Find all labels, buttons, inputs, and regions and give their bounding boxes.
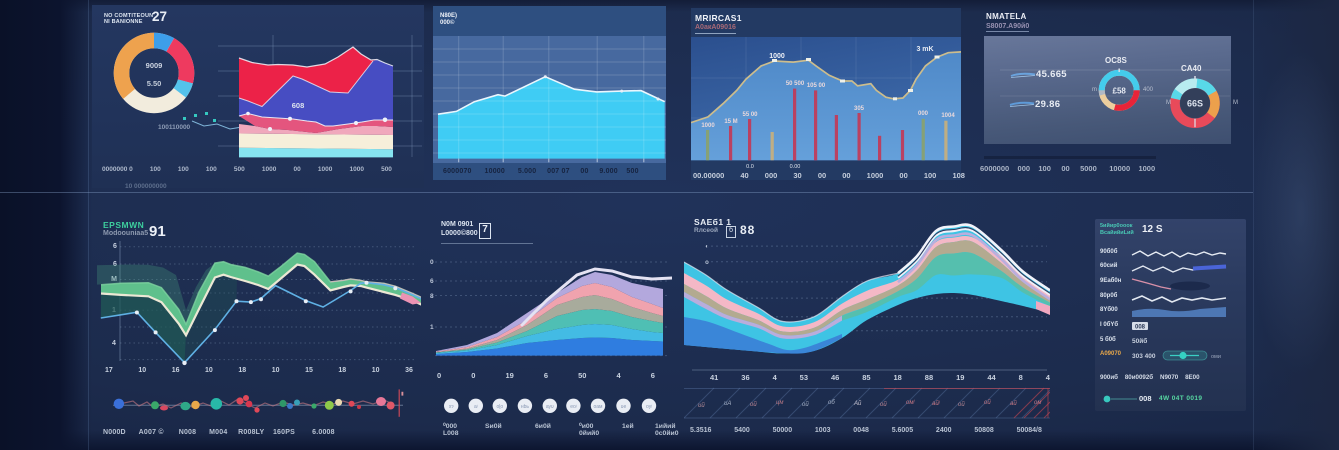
svg-text:6: 6 (430, 278, 434, 285)
svg-text:ʊA: ʊA (724, 401, 731, 407)
svg-text:ой: ой (802, 401, 809, 408)
svg-text:5.50: 5.50 (147, 79, 162, 88)
svg-text:ай: ай (1010, 400, 1017, 407)
svg-text:▮: ▮ (401, 391, 404, 397)
svg-text:66S: 66S (1187, 99, 1203, 109)
svg-text:о: о (705, 260, 709, 266)
svg-text:6: 6 (113, 243, 117, 250)
svg-text:1000: 1000 (701, 123, 715, 129)
svg-text:303 400: 303 400 (1132, 353, 1156, 360)
svg-text:105 00: 105 00 (807, 83, 826, 89)
svg-text:ʋе: ʋе (621, 404, 627, 410)
svg-text:ауʋ: ауʋ (546, 404, 554, 410)
svg-text:4: 4 (112, 340, 116, 347)
svg-text:ой: ой (958, 401, 965, 408)
svg-text:100110000: 100110000 (158, 124, 191, 131)
svg-text:1000: 1000 (769, 53, 785, 60)
svg-text:цм: цм (776, 400, 784, 406)
svg-text:305: 305 (854, 106, 865, 112)
svg-text:Aй: Aй (853, 400, 862, 407)
svg-text:000: 000 (918, 111, 929, 117)
svg-text:оми: оми (1211, 354, 1221, 360)
svg-text:оуʲ: оуʲ (646, 404, 652, 410)
svg-text:омʲ: омʲ (906, 399, 915, 406)
svg-text:ой: ой (984, 399, 991, 406)
svg-text:1: 1 (430, 324, 434, 331)
svg-text:ой: ой (750, 401, 757, 408)
svg-text:50йб: 50йб (1132, 337, 1147, 345)
svg-text:◐: ◐ (705, 244, 709, 250)
svg-text:1004: 1004 (941, 113, 955, 119)
svg-text:нbь: нbь (521, 404, 530, 410)
svg-text:M: M (111, 276, 117, 283)
svg-text:008: 008 (1135, 325, 1146, 331)
svg-text:оɭо: оɭо (496, 404, 503, 410)
svg-text:6: 6 (113, 261, 117, 268)
svg-text:ой: ой (880, 401, 887, 408)
svg-text:50 500: 50 500 (786, 81, 805, 87)
svg-text:ʊй: ʊй (698, 402, 705, 409)
svg-text:55 00: 55 00 (742, 112, 758, 118)
svg-text:об: об (828, 400, 835, 406)
svg-text:ом: ом (1034, 400, 1041, 406)
svg-text:айʲ: айʲ (932, 400, 941, 407)
svg-text:aʲ: aʲ (474, 404, 478, 410)
svg-text:оам: оам (594, 404, 604, 410)
svg-text:0.0: 0.0 (746, 164, 754, 170)
svg-text:еоʲ: еоʲ (570, 404, 577, 410)
svg-text:0: 0 (430, 259, 434, 266)
svg-text:£58: £58 (1113, 87, 1127, 96)
svg-text:608: 608 (292, 101, 305, 110)
svg-text:8: 8 (430, 293, 434, 300)
svg-text:9009: 9009 (146, 61, 163, 70)
svg-text:xɂ: xɂ (449, 404, 455, 410)
svg-text:3 mK: 3 mK (916, 46, 933, 53)
svg-text:0.00: 0.00 (790, 164, 801, 170)
svg-text:15 M: 15 M (724, 119, 737, 125)
